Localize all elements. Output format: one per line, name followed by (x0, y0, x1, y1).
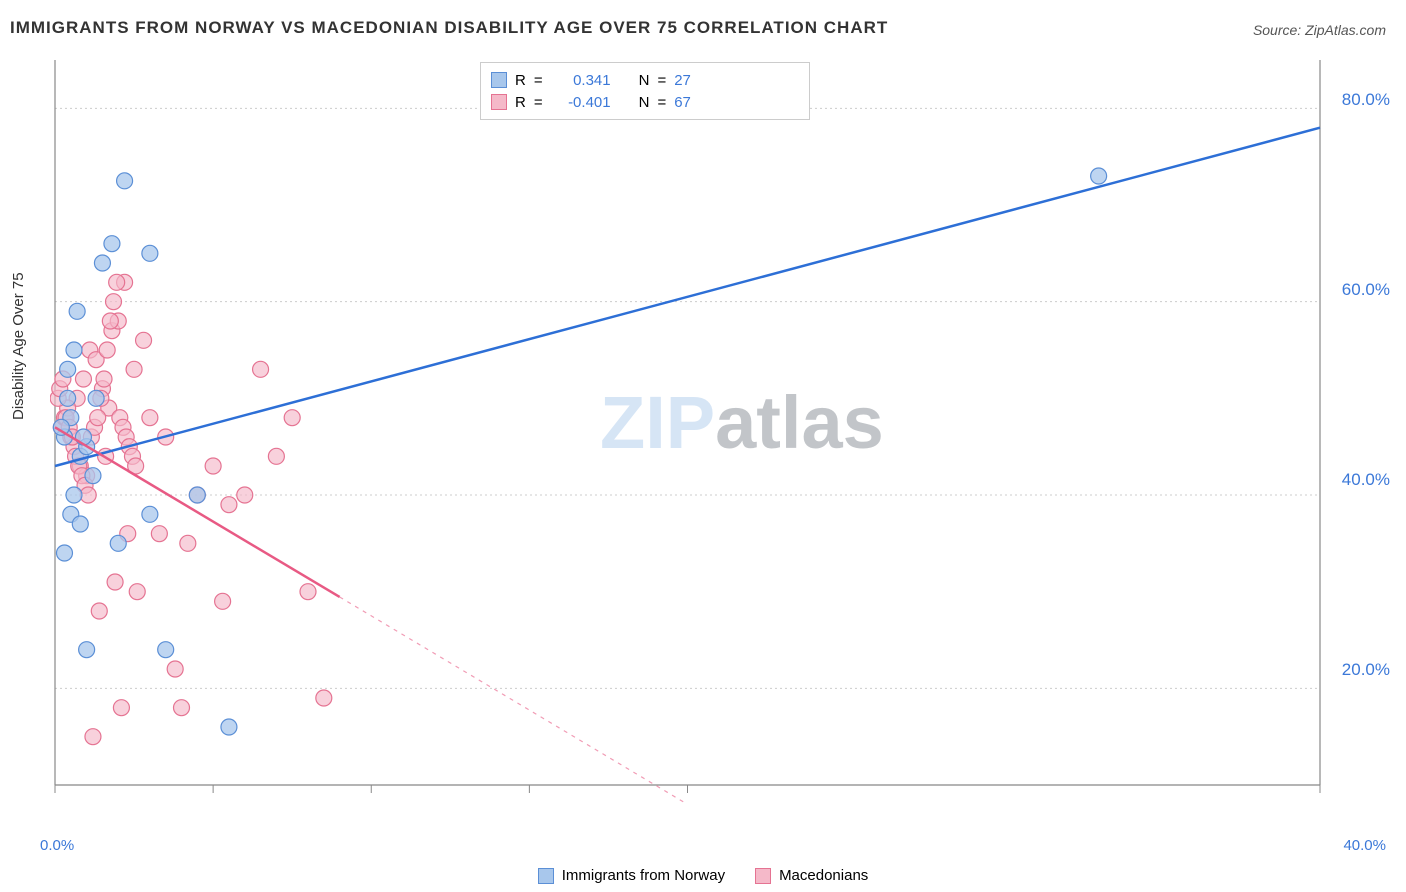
legend-stats-row-1: R = -0.401 N = 67 (491, 91, 799, 113)
stat-r-label: R (515, 72, 526, 89)
stat-r-value-1: -0.401 (551, 94, 611, 111)
y-tick-label-40: 40.0% (1342, 470, 1390, 490)
stat-n-label: N (639, 94, 650, 111)
y-axis-label: Disability Age Over 75 (10, 272, 27, 420)
stat-eq: = (657, 94, 666, 111)
legend-bottom: Immigrants from Norway Macedonians (0, 867, 1406, 884)
y-tick-label-80: 80.0% (1342, 90, 1390, 110)
legend-swatch-0 (491, 72, 507, 88)
legend-stats-box: R = 0.341 N = 27 R = -0.401 N = 67 (480, 62, 810, 120)
chart-svg (50, 55, 1380, 815)
legend-stats-row-0: R = 0.341 N = 27 (491, 69, 799, 91)
legend-bottom-item-0: Immigrants from Norway (538, 867, 725, 884)
stat-eq: = (534, 94, 543, 111)
chart-container: IMMIGRANTS FROM NORWAY VS MACEDONIAN DIS… (0, 0, 1406, 892)
x-tick-label-0: 0.0% (40, 837, 74, 854)
chart-title: IMMIGRANTS FROM NORWAY VS MACEDONIAN DIS… (10, 18, 888, 38)
legend-bottom-label-1: Macedonians (779, 867, 868, 884)
legend-swatch-1 (491, 94, 507, 110)
legend-bottom-label-0: Immigrants from Norway (562, 867, 725, 884)
stat-n-value-0: 27 (674, 72, 691, 89)
legend-bottom-item-1: Macedonians (755, 867, 868, 884)
legend-bottom-swatch-1 (755, 868, 771, 884)
stat-r-label: R (515, 94, 526, 111)
stat-n-value-1: 67 (674, 94, 691, 111)
x-tick-label-40: 40.0% (1343, 837, 1386, 854)
y-tick-label-60: 60.0% (1342, 280, 1390, 300)
legend-bottom-swatch-0 (538, 868, 554, 884)
chart-plot-area (50, 55, 1380, 815)
stat-n-label: N (639, 72, 650, 89)
stat-r-value-0: 0.341 (551, 72, 611, 89)
y-tick-label-20: 20.0% (1342, 660, 1390, 680)
source-attribution: Source: ZipAtlas.com (1253, 22, 1386, 38)
stat-eq: = (534, 72, 543, 89)
stat-eq: = (657, 72, 666, 89)
